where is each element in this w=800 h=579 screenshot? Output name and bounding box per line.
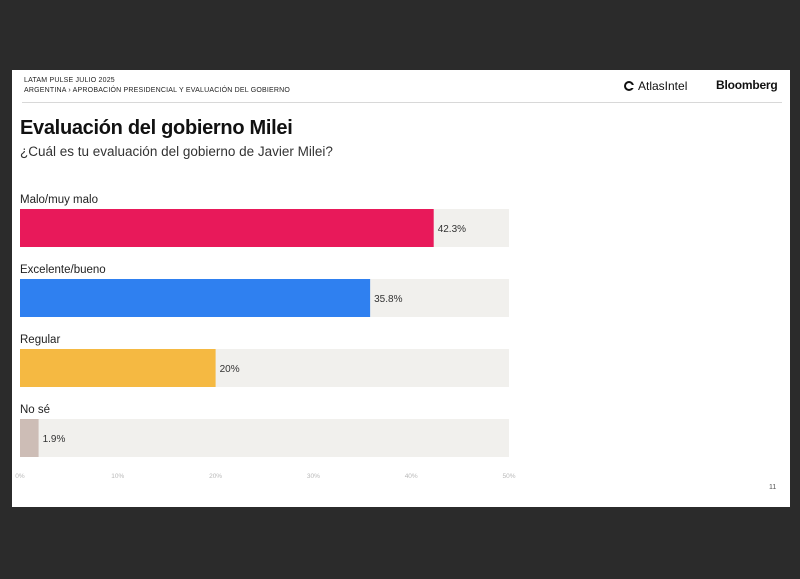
- value-label: 20%: [220, 364, 240, 375]
- chart-title: Evaluación del gobierno Milei: [20, 117, 293, 139]
- value-label: 42.3%: [438, 224, 466, 235]
- value-label: 1.9%: [43, 434, 66, 445]
- chart-subtitle: ¿Cuál es tu evaluación del gobierno de J…: [20, 144, 333, 159]
- category-label: Excelente/bueno: [20, 264, 106, 276]
- bar: [20, 209, 434, 247]
- bar: [20, 419, 39, 457]
- bar: [20, 349, 216, 387]
- page-number: 11: [769, 484, 777, 491]
- value-label: 35.8%: [374, 294, 402, 305]
- report-series-label: LATAM PULSE JULIO 2025: [24, 77, 115, 84]
- x-tick-label: 40%: [405, 473, 418, 480]
- bar: [20, 279, 371, 317]
- category-label: Malo/muy malo: [20, 194, 98, 206]
- header-divider: [22, 102, 782, 103]
- x-tick-label: 10%: [111, 473, 124, 480]
- x-tick-label: 30%: [307, 473, 320, 480]
- atlasintel-logo: AtlasIntel: [624, 77, 687, 95]
- category-label: Regular: [20, 334, 60, 346]
- bar-chart: Malo/muy malo 42.3% Excelente/bueno 35.8% Re…: [15, 194, 515, 480]
- slide: LATAM PULSE JULIO 2025 ARGENTINA › APROB…: [12, 70, 790, 507]
- x-tick-label: 50%: [502, 473, 515, 480]
- atlasintel-wordmark: AtlasIntel: [638, 79, 688, 93]
- category-label: No sé: [20, 404, 50, 416]
- bloomberg-logo: Bloomberg: [716, 78, 778, 92]
- bar-track: [20, 419, 509, 457]
- atlas-ring-icon: [624, 81, 635, 91]
- x-tick-label: 20%: [209, 473, 222, 480]
- x-tick-label: 0%: [15, 473, 25, 480]
- report-breadcrumb: ARGENTINA › APROBACIÓN PRESIDENCIAL Y EV…: [24, 87, 291, 94]
